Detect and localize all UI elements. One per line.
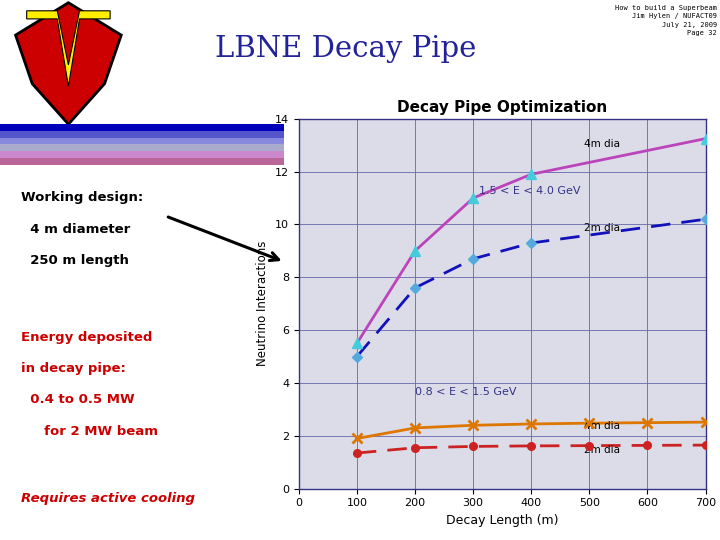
Text: in decay pipe:: in decay pipe: — [21, 362, 126, 375]
Text: How to build a Superbeam
Jim Hylen / NUFACT09
July 21, 2009
Page 32: How to build a Superbeam Jim Hylen / NUF… — [615, 5, 717, 36]
Bar — [0, 158, 284, 165]
Bar — [0, 145, 284, 151]
Text: 0.8 < E < 1.5 GeV: 0.8 < E < 1.5 GeV — [415, 387, 516, 397]
Polygon shape — [27, 11, 110, 86]
Text: 2m dia: 2m dia — [584, 224, 620, 233]
Bar — [0, 131, 284, 138]
Text: Working design:: Working design: — [21, 191, 143, 204]
Text: 4m dia: 4m dia — [584, 139, 620, 149]
Text: 1.5 < E < 4.0 GeV: 1.5 < E < 4.0 GeV — [479, 186, 580, 196]
Text: LBNE Decay Pipe: LBNE Decay Pipe — [215, 35, 477, 63]
Text: Energy deposited: Energy deposited — [21, 331, 152, 344]
Text: Requires active cooling: Requires active cooling — [21, 492, 195, 505]
Text: for 2 MW beam: for 2 MW beam — [21, 424, 158, 437]
Text: 0.4 to 0.5 MW: 0.4 to 0.5 MW — [21, 393, 135, 406]
Text: 2m dia: 2m dia — [584, 446, 620, 455]
Title: Decay Pipe Optimization: Decay Pipe Optimization — [397, 100, 608, 115]
X-axis label: Decay Length (m): Decay Length (m) — [446, 514, 559, 527]
Bar — [0, 138, 284, 145]
Text: 4 m diameter: 4 m diameter — [21, 222, 130, 235]
Bar — [0, 151, 284, 158]
Y-axis label: Neutrino Interactions: Neutrino Interactions — [256, 241, 269, 367]
Polygon shape — [16, 3, 121, 124]
Text: 250 m length: 250 m length — [21, 254, 129, 267]
Text: 4m dia: 4m dia — [584, 421, 620, 431]
Bar — [0, 124, 284, 131]
